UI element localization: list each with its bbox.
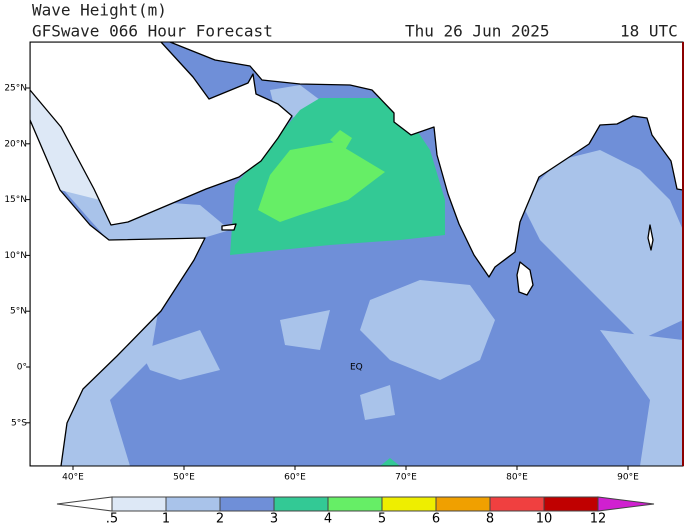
colorbar-end: [597, 496, 655, 512]
colorbar-label: 5: [378, 512, 386, 525]
lon-label: 60°E: [284, 473, 306, 483]
colorbar-swatch: [219, 496, 275, 512]
date: Thu 26 Jun 2025: [405, 22, 550, 41]
patch: [360, 385, 395, 420]
colorbar-label: 10: [536, 512, 553, 525]
lon-label: 50°E: [173, 473, 195, 483]
lon-label: 90°E: [617, 473, 639, 483]
colorbar-swatch: [273, 496, 329, 512]
lat-label: 5°S: [11, 418, 27, 428]
lon-label: 70°E: [395, 473, 417, 483]
sri-lanka: [516, 261, 534, 296]
colorbar-label: 12: [590, 512, 607, 525]
lat-label: 10°N: [4, 251, 27, 261]
patch: [140, 330, 220, 380]
colorbar: .5 1 2 3 4 5 6 8 10 12: [56, 496, 655, 525]
socotra: [221, 223, 237, 231]
lat-label: 15°N: [4, 195, 27, 205]
colorbar-label: .5: [106, 512, 118, 525]
colorbar-label: 1: [162, 512, 170, 525]
arabia: [30, 42, 293, 226]
patch: [360, 280, 495, 380]
colorbar-swatch: [111, 496, 167, 512]
andaman: [647, 224, 654, 251]
equator-label: EQ: [350, 363, 363, 373]
colorbar-label: 6: [432, 512, 440, 525]
map: [30, 42, 683, 466]
lon-label: 40°E: [62, 473, 84, 483]
lat-label: 0°: [17, 363, 27, 373]
colorbar-label: 8: [486, 512, 494, 525]
colorbar-swatch: [165, 496, 221, 512]
patch: [55, 130, 230, 245]
axes: 25°N 20°N 15°N 10°N 5°N 0° 5°S 40°E 50°E 60°E 70°E…: [4, 84, 639, 483]
patch: [280, 310, 330, 350]
patch: [30, 90, 100, 200]
lat-label: 5°N: [10, 307, 27, 317]
colorbar-end: [56, 496, 113, 512]
colorbar-label: 2: [216, 512, 224, 525]
patch: [380, 458, 400, 466]
subtitle: GFSwave 066 Hour Forecast: [32, 22, 273, 41]
patch: [600, 330, 683, 466]
patch: [520, 150, 683, 340]
colorbar-label: 4: [324, 512, 332, 525]
colorbar-swatch: [327, 496, 383, 512]
africa: [30, 119, 206, 466]
colorbar-swatch: [543, 496, 599, 512]
patch: [258, 142, 385, 222]
south-asia: [169, 42, 683, 278]
lat-label: 25°N: [4, 84, 27, 94]
title: Wave Height(m): [32, 1, 167, 20]
time: 18 UTC: [620, 22, 678, 41]
colorbar-swatch: [381, 496, 437, 512]
colorbar-label: 3: [270, 512, 278, 525]
colorbar-swatch: [489, 496, 545, 512]
lat-label: 20°N: [4, 139, 27, 149]
patch: [330, 130, 352, 150]
colorbar-swatch: [435, 496, 491, 512]
lon-label: 80°E: [506, 473, 528, 483]
